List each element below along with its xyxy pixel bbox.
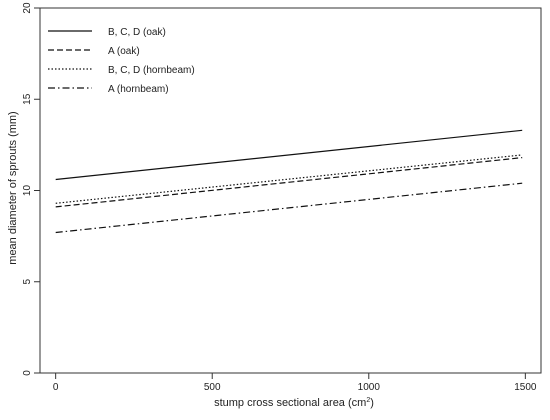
x-tick-label: 1000 — [358, 382, 381, 393]
y-axis-label: mean diameter of sprouts (mm) — [7, 111, 19, 264]
x-axis-label: stump cross sectional area (cm2) — [214, 397, 374, 409]
x-tick-label: 1500 — [514, 382, 537, 393]
legend-label-4: A (hornbeam) — [108, 84, 169, 95]
y-tick-label: 10 — [22, 185, 33, 197]
series-line-2 — [55, 157, 523, 208]
y-tick-label: 5 — [22, 279, 33, 285]
x-tick-label: 500 — [204, 382, 221, 393]
legend: B, C, D (oak) A (oak) B, C, D (hornbeam) A … — [48, 27, 195, 95]
series-line-3 — [55, 154, 523, 204]
y-tick-label: 20 — [22, 2, 33, 14]
legend-label-3: B, C, D (hornbeam) — [108, 65, 195, 76]
x-tick-label: 0 — [53, 382, 59, 393]
legend-label-2: A (oak) — [108, 46, 140, 57]
y-tick-label: 0 — [22, 370, 33, 376]
plot-frame — [39, 7, 542, 374]
series-layer — [55, 129, 523, 234]
series-line-1 — [55, 129, 523, 181]
x-axis-label-main: stump cross sectional area (cm — [214, 397, 366, 409]
y-axis: 0 5 10 15 20 — [22, 2, 40, 376]
y-tick-label: 15 — [22, 93, 33, 105]
x-axis-label-superscript: 2 — [366, 397, 370, 404]
x-axis-label-suffix: ) — [370, 397, 374, 409]
legend-label-1: B, C, D (oak) — [108, 27, 166, 38]
x-axis: 0 500 1000 1500 — [53, 373, 537, 393]
series-line-4 — [55, 182, 523, 234]
